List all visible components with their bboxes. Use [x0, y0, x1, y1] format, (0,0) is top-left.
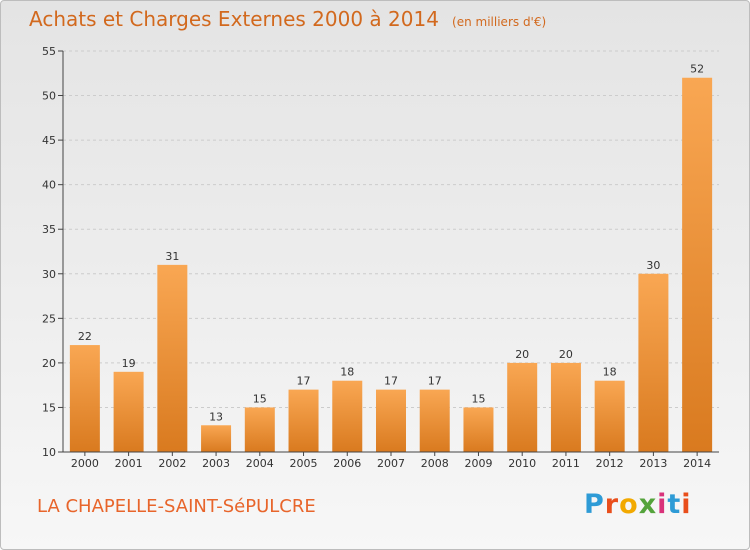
bar-2014: [682, 77, 713, 452]
bar-2011: [550, 362, 581, 452]
y-tick-label: 15: [42, 401, 56, 414]
proxiti-logo[interactable]: Proxiti: [584, 489, 692, 520]
bar-2012: [594, 380, 625, 452]
x-tick-label: 2009: [464, 457, 492, 470]
value-label: 20: [559, 348, 573, 361]
y-tick-label: 55: [42, 45, 56, 58]
value-label: 17: [297, 375, 311, 388]
bar-2000: [69, 345, 100, 452]
x-tick-label: 2014: [683, 457, 711, 470]
logo-letter: P: [584, 489, 605, 520]
y-tick-label: 10: [42, 446, 56, 459]
bar-2010: [507, 362, 538, 452]
y-tick-label: 40: [42, 179, 56, 192]
bar-2006: [332, 380, 363, 452]
value-label: 17: [384, 375, 398, 388]
value-label: 31: [165, 250, 179, 263]
bar-2001: [113, 371, 144, 452]
logo-letter: o: [619, 489, 639, 520]
x-tick-label: 2011: [552, 457, 580, 470]
bar-2004: [244, 407, 275, 452]
value-label: 15: [471, 392, 485, 405]
logo-letter: i: [657, 489, 668, 520]
x-tick-label: 2003: [202, 457, 230, 470]
value-label: 15: [253, 392, 267, 405]
y-tick-label: 30: [42, 268, 56, 281]
value-label: 18: [603, 366, 617, 379]
x-tick-label: 2013: [639, 457, 667, 470]
value-label: 13: [209, 410, 223, 423]
y-tick-label: 45: [42, 134, 56, 147]
y-tick-label: 50: [42, 90, 56, 103]
bars: [69, 77, 713, 452]
axes: [58, 50, 719, 456]
bar-2009: [463, 407, 494, 452]
logo-letter: r: [604, 489, 620, 520]
y-tick-label: 20: [42, 357, 56, 370]
bar-2002: [157, 264, 188, 452]
x-tick-label: 2002: [158, 457, 186, 470]
x-tick-label: 2010: [508, 457, 536, 470]
value-label: 30: [646, 259, 660, 272]
chart-title-text: Achats et Charges Externes 2000 à 2014: [29, 7, 439, 31]
x-tick-label: 2000: [71, 457, 99, 470]
chart-unit-note: (en milliers d'€): [452, 15, 547, 29]
bar-2005: [288, 389, 319, 452]
x-tick-label: 2004: [246, 457, 274, 470]
x-tick-label: 2005: [290, 457, 318, 470]
logo-letter: x: [638, 489, 658, 520]
y-tick-label: 25: [42, 312, 56, 325]
bar-2007: [376, 389, 406, 452]
value-label: 18: [340, 366, 354, 379]
value-label: 52: [690, 63, 704, 76]
logo-letter: t: [667, 489, 682, 520]
logo-letter: i: [681, 489, 692, 520]
commune-name: LA CHAPELLE-SAINT-SéPULCRE: [37, 496, 316, 517]
bar-2013: [638, 273, 669, 452]
x-tick-label: 2012: [596, 457, 624, 470]
y-tick-label: 35: [42, 223, 56, 236]
x-tick-label: 2007: [377, 457, 405, 470]
x-tick-label: 2001: [115, 457, 143, 470]
chart-title: Achats et Charges Externes 2000 à 2014 (…: [29, 7, 546, 31]
value-label: 20: [515, 348, 529, 361]
value-label: 19: [122, 357, 136, 370]
value-label: 22: [78, 330, 92, 343]
value-label: 17: [428, 375, 442, 388]
bar-2008: [419, 389, 450, 452]
x-tick-label: 2006: [333, 457, 361, 470]
labels: 10 15 20 25 30 35 40 45 50 55 22 2000 19 2001 31 2002 13…: [42, 45, 711, 470]
x-tick-label: 2008: [421, 457, 449, 470]
bar-2003: [201, 425, 232, 452]
